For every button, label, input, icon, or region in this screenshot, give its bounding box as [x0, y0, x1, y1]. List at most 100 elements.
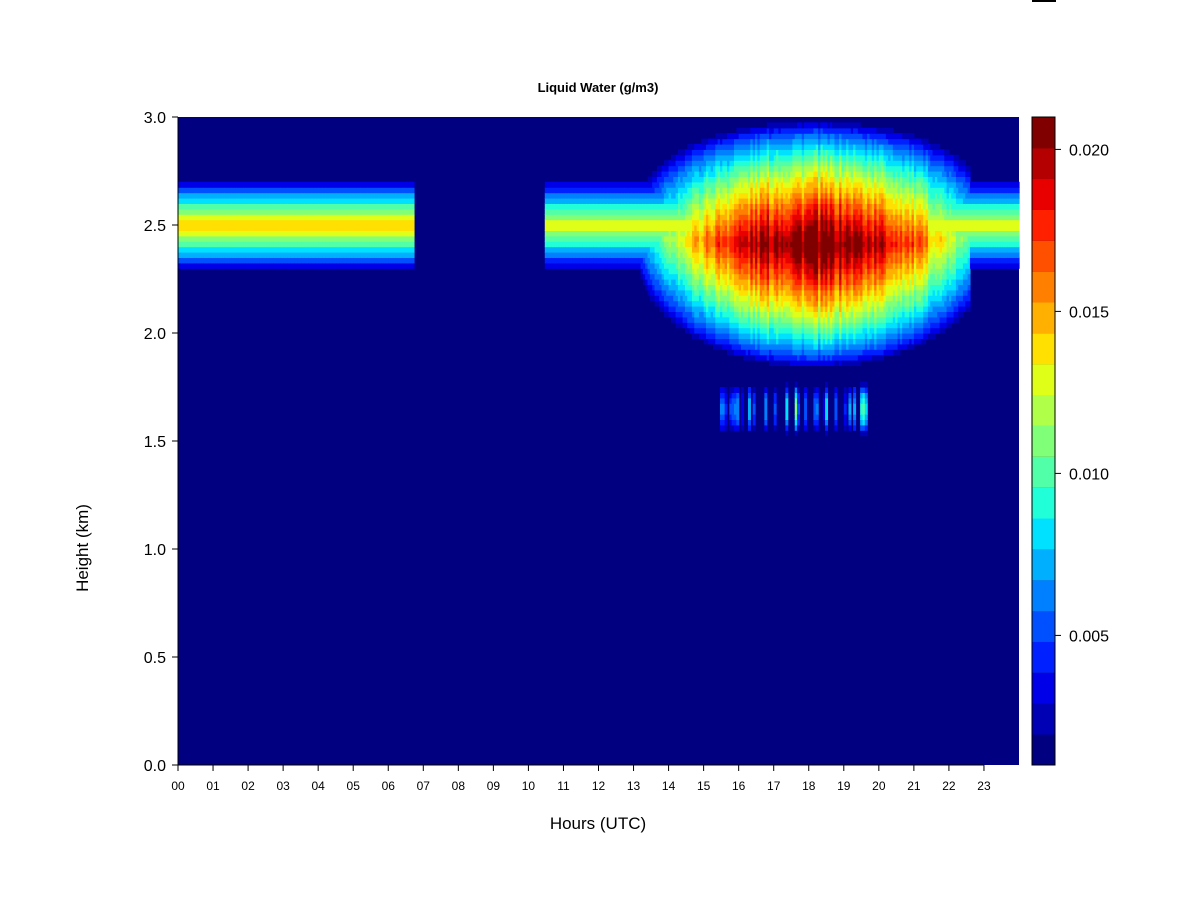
heatmap-cell [726, 349, 730, 356]
heatmap-cell [586, 262, 590, 269]
heatmap-cell [787, 144, 791, 150]
heatmap-cell [355, 257, 359, 264]
heatmap-cell [722, 198, 726, 204]
heatmap-cell [719, 192, 723, 199]
heatmap-cell [806, 349, 810, 356]
heatmap-cell [654, 198, 658, 204]
heatmap-cell [645, 246, 649, 253]
heatmap-cell [794, 424, 798, 431]
heatmap-cell [783, 133, 786, 140]
heatmap-cell [409, 208, 413, 215]
heatmap-cell [808, 225, 812, 264]
heatmap-cell [850, 343, 854, 350]
heatmap-cell [733, 235, 737, 253]
heatmap-cell [743, 311, 747, 318]
heatmap-cell [299, 241, 303, 248]
heatmap-cell [801, 316, 805, 323]
heatmap-cell [563, 219, 567, 231]
heatmap-cell [766, 181, 770, 194]
heatmap-cell [701, 235, 705, 242]
heatmap-cell [280, 214, 284, 221]
heatmap-cell [705, 333, 709, 339]
heatmap-cell [729, 300, 733, 307]
heatmap-cell [189, 246, 193, 253]
heatmap-cell [757, 257, 761, 264]
heatmap-cell [640, 235, 644, 242]
heatmap-cell [780, 295, 784, 307]
heatmap-cell [799, 322, 803, 329]
heatmap-cell [577, 187, 581, 194]
heatmap-cell [364, 214, 368, 221]
heatmap-cell [726, 187, 730, 194]
heatmap-cell [236, 203, 240, 210]
heatmap-cell [315, 241, 319, 248]
heatmap-cell [806, 133, 810, 140]
heatmap-cell [178, 241, 181, 248]
heatmap-cell [306, 219, 310, 231]
heatmap-cell [780, 192, 784, 199]
heatmap-cell [731, 187, 735, 194]
heatmap-cell [750, 181, 754, 188]
heatmap-cell [210, 219, 214, 231]
heatmap-cell [811, 198, 815, 204]
heatmap-cell [731, 149, 735, 156]
heatmap-cell [755, 138, 758, 145]
heatmap-cell [790, 187, 793, 194]
heatmap-cell [647, 246, 651, 258]
heatmap-cell [778, 149, 782, 156]
heatmap-cell [818, 322, 822, 329]
heatmap-cell [733, 252, 737, 258]
heatmap-cell [325, 252, 329, 258]
heatmap-cell [769, 219, 772, 226]
heatmap-cell [642, 246, 646, 253]
heatmap-cell [621, 198, 625, 204]
heatmap-cell [259, 230, 263, 237]
heatmap-cell [701, 311, 705, 323]
heatmap-cell [741, 149, 744, 156]
heatmap-cell [808, 208, 812, 221]
heatmap-cell [292, 192, 296, 199]
heatmap-cell [694, 181, 698, 188]
heatmap-cell [715, 187, 719, 199]
heatmap-cell [834, 300, 838, 307]
heatmap-cell [388, 192, 392, 199]
heatmap-cell [712, 343, 716, 350]
heatmap-cell [283, 181, 287, 188]
heatmap-cell [243, 181, 247, 188]
heatmap-cell [673, 219, 677, 231]
heatmap-cell [787, 122, 791, 129]
heatmap-cell [794, 138, 798, 145]
heatmap-cell [628, 203, 632, 210]
heatmap-cell [827, 360, 831, 366]
heatmap-cell [785, 397, 789, 420]
heatmap-cell [799, 262, 803, 269]
heatmap-cell [577, 214, 581, 221]
heatmap-cell [750, 187, 754, 199]
heatmap-cell [825, 192, 829, 199]
heatmap-cell [649, 219, 653, 231]
heatmap-cell [663, 214, 667, 221]
heatmap-cell [687, 311, 691, 323]
heatmap-cell [647, 187, 651, 194]
heatmap-cell [839, 279, 843, 285]
heatmap-cell [738, 219, 742, 226]
heatmap-cell [649, 187, 653, 194]
heatmap-cell [572, 230, 576, 237]
heatmap-cell [399, 252, 403, 258]
heatmap-cell [568, 192, 572, 199]
heatmap-cell [757, 322, 761, 329]
heatmap-cell [759, 311, 763, 318]
heatmap-cell [217, 203, 221, 210]
heatmap-cell [841, 311, 845, 323]
heatmap-cell [696, 241, 700, 253]
heatmap-cell [738, 165, 742, 172]
heatmap-cell [785, 284, 789, 296]
heatmap-cell [778, 316, 782, 329]
heatmap-cell [255, 203, 259, 210]
heatmap-cell [726, 154, 730, 167]
heatmap-cell [733, 257, 737, 269]
heatmap-cell [297, 214, 301, 221]
heatmap-cell [290, 192, 294, 199]
heatmap-cell [813, 187, 817, 194]
heatmap-cell [350, 192, 354, 199]
